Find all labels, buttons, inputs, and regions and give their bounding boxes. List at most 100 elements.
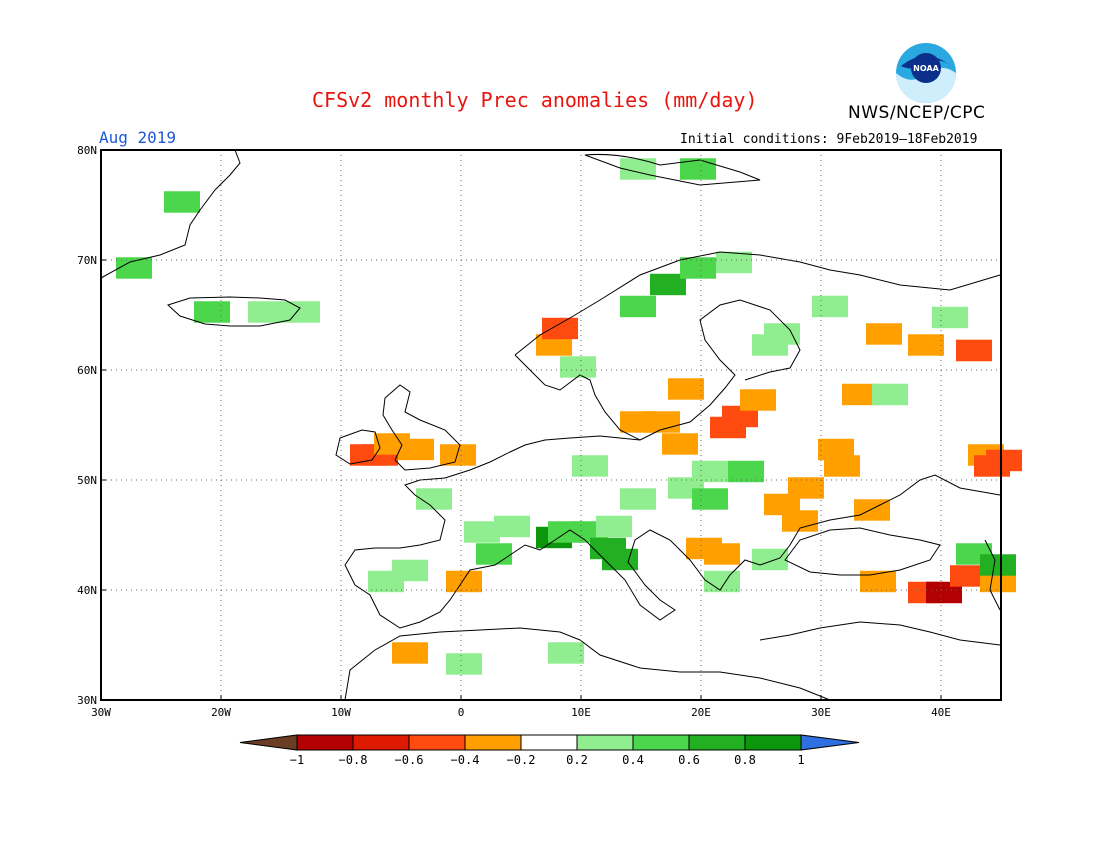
anomaly-cell — [680, 257, 716, 279]
coast-ireland — [335, 429, 381, 465]
anomaly-cell — [860, 570, 896, 593]
lon-tick-label: 10W — [331, 706, 351, 719]
anomaly-cell — [542, 317, 578, 340]
anomaly-cell — [692, 460, 728, 483]
anomaly-cell — [494, 515, 530, 538]
anomaly-cell — [956, 339, 992, 362]
legend-arrow-low — [239, 734, 298, 751]
anomaly-cell — [812, 295, 848, 318]
anomaly-cell — [704, 543, 740, 565]
legend-tick-label: 0.2 — [566, 753, 588, 767]
anomaly-cell — [752, 548, 788, 571]
legend-color-box — [688, 734, 746, 751]
anomaly-cell — [986, 449, 1022, 472]
anomaly-cell — [248, 301, 284, 323]
initial-conditions: Initial conditions: 9Feb2019—18Feb2019 — [680, 132, 978, 147]
anomaly-cell — [446, 653, 482, 675]
anomaly-cell — [782, 510, 818, 532]
anomaly-cell — [368, 570, 404, 593]
legend-tick-label: −1 — [290, 753, 304, 767]
anomaly-cell — [620, 488, 656, 510]
axis-labels: 30W 20W 10W 0 10E 20E 30E 40E 30N 40N 50N 60N 70N 80N — [77, 144, 951, 719]
legend-color-box — [520, 734, 578, 751]
anomaly-cell — [950, 565, 986, 587]
legend-tick-label: −0.8 — [339, 753, 368, 767]
legend-tick-label: 0.8 — [734, 753, 756, 767]
anomaly-cell — [440, 444, 476, 466]
lat-tick-label: 80N — [77, 144, 97, 157]
coast-iceland — [167, 296, 301, 327]
forecast-month: Aug 2019 — [99, 128, 177, 147]
anomaly-cell — [818, 438, 854, 461]
anomaly-cell — [596, 515, 632, 538]
lat-tick-label: 70N — [77, 254, 97, 267]
anomaly-cell — [680, 158, 716, 180]
anomaly-cell — [536, 334, 572, 356]
lon-tick-label: 40E — [931, 706, 951, 719]
legend-color-box — [296, 734, 354, 751]
anomaly-cell — [662, 433, 698, 455]
anomaly-cell — [722, 405, 758, 428]
legend-color-box — [464, 734, 522, 751]
anomaly-cell — [164, 191, 200, 213]
legend-color-box — [744, 734, 802, 751]
anomaly-cell — [716, 251, 752, 274]
lon-tick-label: 30E — [811, 706, 831, 719]
anomaly-cell — [392, 642, 428, 664]
legend-tick-label: −0.2 — [507, 753, 536, 767]
lat-tick-label: 40N — [77, 584, 97, 597]
map-title: CFSv2 monthly Prec anomalies (mm/day) — [312, 88, 758, 112]
anomaly-cell — [788, 477, 824, 499]
coast-britain — [382, 384, 461, 471]
anomaly-cell — [728, 460, 764, 483]
anomaly-cell — [416, 488, 452, 510]
lon-tick-label: 30W — [91, 706, 111, 719]
lon-tick-label: 20E — [691, 706, 711, 719]
anomaly-cell — [446, 570, 482, 593]
coast-baltic — [639, 299, 801, 441]
legend-tick-label: 0.4 — [622, 753, 644, 767]
lat-tick-label: 50N — [77, 474, 97, 487]
legend-color-box — [352, 734, 410, 751]
map-frame — [100, 149, 1002, 701]
anomaly-cell — [560, 356, 596, 378]
anomaly-cell — [548, 642, 584, 664]
coast-scandinavia — [514, 251, 1001, 441]
anomaly-cell — [980, 570, 1016, 593]
anomaly-cell — [620, 295, 656, 318]
anomaly-cells — [116, 158, 1022, 675]
anomaly-cell — [668, 378, 704, 400]
anomaly-cell — [476, 543, 512, 565]
lon-tick-label: 20W — [211, 706, 231, 719]
coast-greenland — [100, 149, 241, 279]
anomaly-cell — [926, 581, 962, 604]
anomaly-cell — [704, 570, 740, 593]
anomaly-cell — [980, 554, 1016, 576]
coast-anatolia — [759, 621, 1001, 646]
legend-arrow-high — [800, 734, 860, 751]
legend-color-box — [576, 734, 634, 751]
anomaly-cell — [908, 334, 944, 356]
legend-tick-label: 1 — [797, 753, 804, 767]
coast-africa — [344, 627, 831, 701]
coast-black-sea — [784, 527, 941, 576]
legend-tick-label: −0.6 — [395, 753, 424, 767]
anomaly-cell — [194, 301, 230, 323]
legend-color-box — [632, 734, 690, 751]
coast-continent — [344, 435, 1001, 629]
lat-lon-grid — [100, 149, 1001, 701]
anomaly-cell — [932, 306, 968, 329]
legend-tick-label: −0.4 — [451, 753, 480, 767]
anomaly-cell — [764, 323, 800, 345]
logo-text: NOAA — [913, 64, 939, 73]
anomaly-cell — [464, 521, 500, 543]
anomaly-cell — [572, 455, 608, 477]
noaa-logo: NOAA — [895, 42, 957, 108]
lat-tick-label: 60N — [77, 364, 97, 377]
anomaly-cell — [866, 323, 902, 345]
anomaly-cell — [602, 548, 638, 571]
lat-tick-label: 30N — [77, 694, 97, 707]
agency-label: NWS/NCEP/CPC — [848, 103, 986, 123]
coast-svalbard — [584, 153, 761, 186]
lon-tick-label: 10E — [571, 706, 591, 719]
